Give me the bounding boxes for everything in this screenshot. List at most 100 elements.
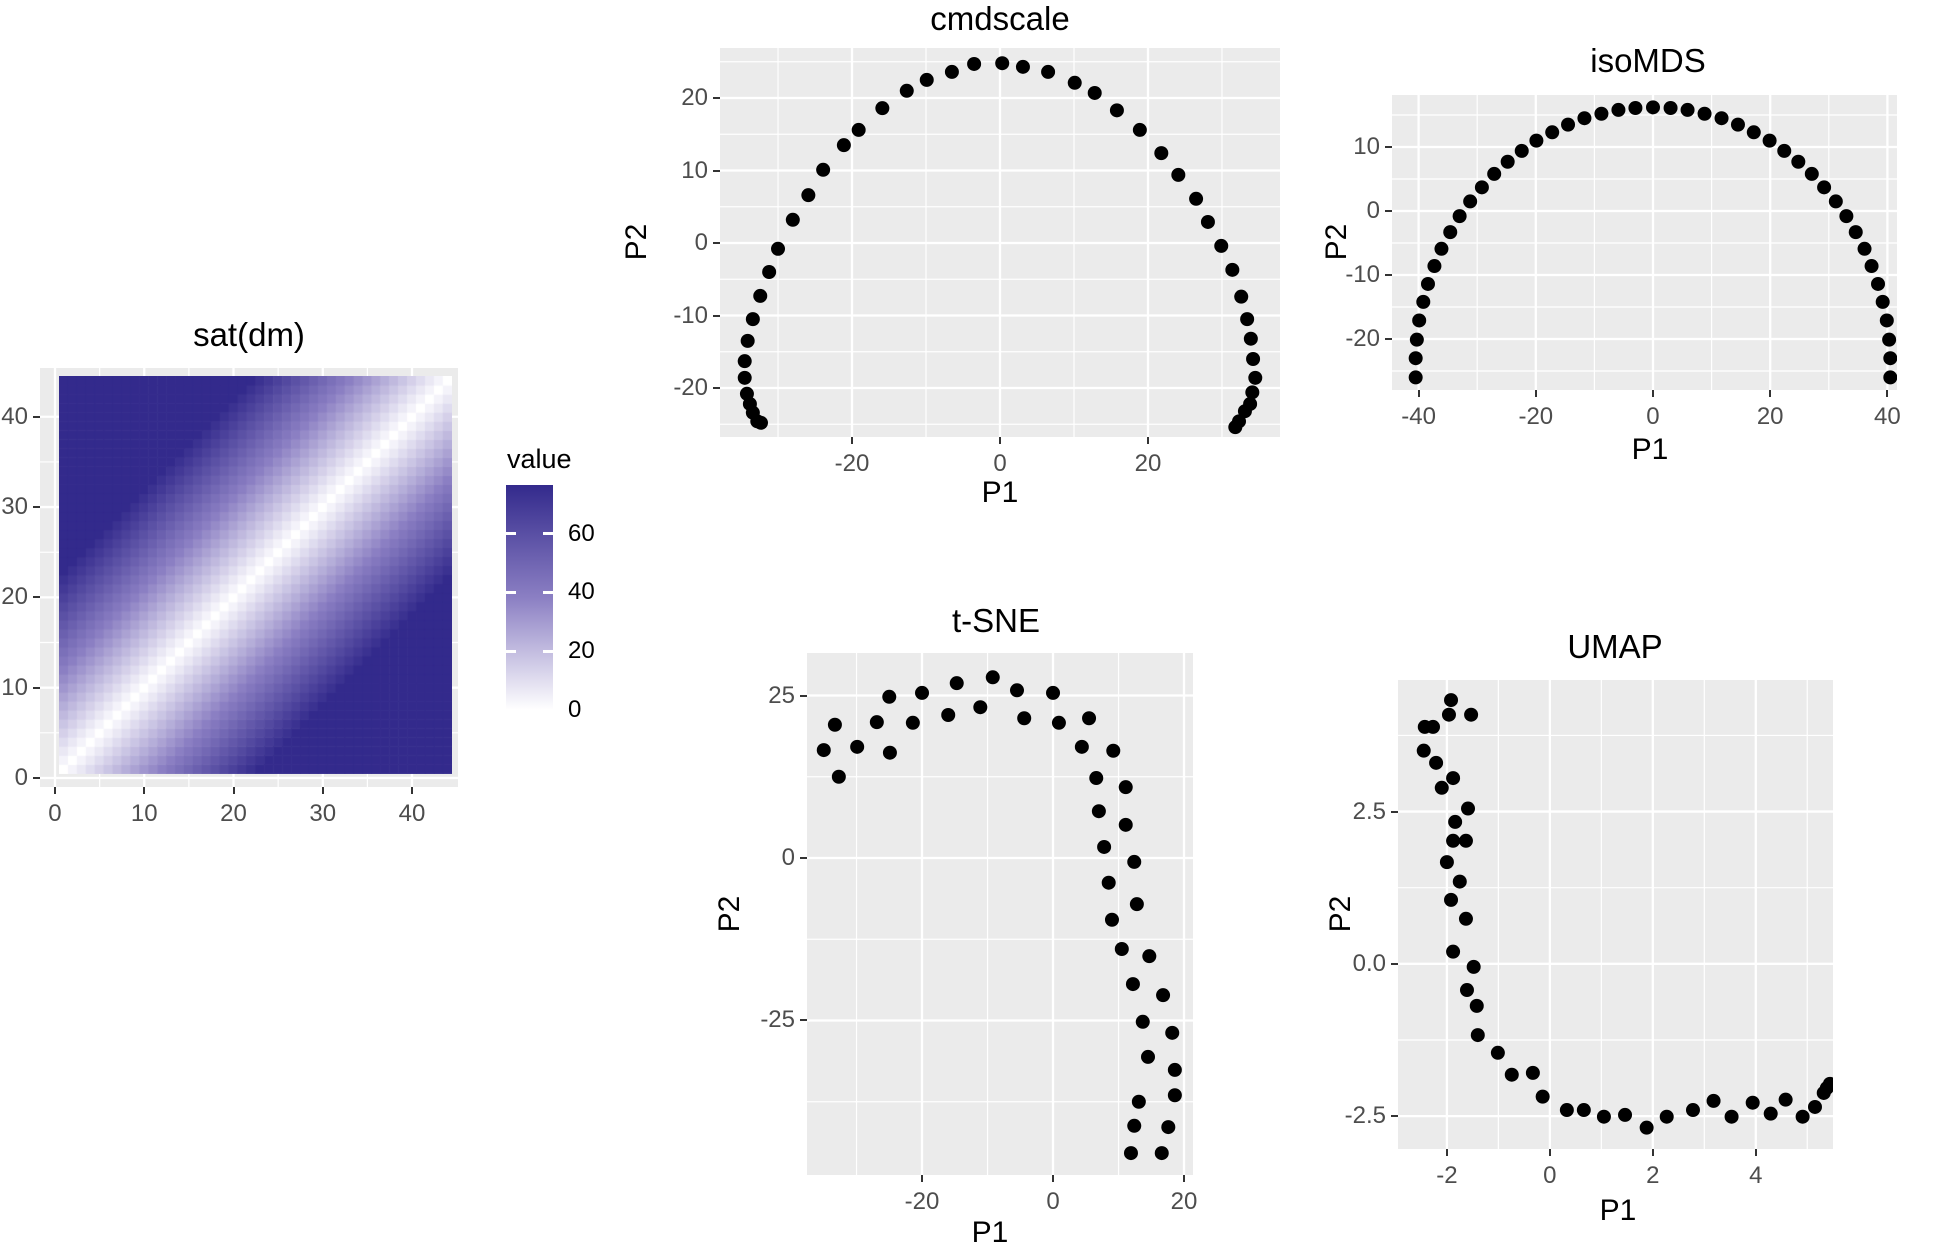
y-axis-tick <box>713 314 720 317</box>
data-point <box>1463 194 1478 209</box>
legend-tick <box>543 708 553 712</box>
legend-tick-label: 40 <box>568 578 595 606</box>
data-point <box>771 241 786 256</box>
data-point <box>785 212 800 227</box>
data-point <box>1470 1028 1485 1043</box>
data-point <box>1879 313 1894 328</box>
data-point <box>1883 370 1897 385</box>
y-axis-tick <box>1391 962 1398 965</box>
x-tick-label: 40 <box>1874 403 1901 430</box>
data-point <box>1762 133 1777 148</box>
data-point <box>1127 854 1142 869</box>
data-point <box>816 743 831 758</box>
x-tick-label: 40 <box>398 800 426 827</box>
y-axis-tick <box>33 776 40 779</box>
data-point <box>1408 351 1423 366</box>
data-point <box>1123 1146 1138 1161</box>
plot-title-satdm: sat(dm) <box>193 316 305 353</box>
data-point <box>1464 707 1479 722</box>
y-tick-label: 10 <box>1 673 28 701</box>
data-point <box>1857 241 1872 256</box>
data-point <box>967 56 982 71</box>
data-point <box>1804 166 1819 181</box>
x-tick-label: 30 <box>309 800 337 827</box>
plot-grid-tsne <box>807 653 1193 1175</box>
y-tick-label: 0 <box>14 763 28 791</box>
data-point <box>1763 1106 1778 1121</box>
x-axis-tick <box>321 787 324 794</box>
x-axis-title-cmdscale: P1 <box>981 476 1019 509</box>
data-point <box>1234 289 1249 304</box>
y-axis-tick <box>33 415 40 418</box>
data-point <box>1628 100 1643 115</box>
x-axis-tick <box>1052 1175 1055 1182</box>
data-point <box>1142 949 1157 964</box>
data-point <box>941 708 956 723</box>
y-axis-tick <box>713 169 720 172</box>
x-tick-label: -40 <box>1401 403 1436 430</box>
x-tick-label: 0 <box>1046 1188 1060 1215</box>
data-point <box>1412 313 1427 328</box>
y-tick-label: 40 <box>1 402 28 430</box>
y-tick-label: -20 <box>673 373 708 401</box>
data-point <box>1645 100 1660 115</box>
data-point <box>1545 125 1560 140</box>
data-point <box>1458 911 1473 926</box>
plot-grid-isomds <box>1392 95 1897 390</box>
data-point <box>1452 209 1467 224</box>
data-point <box>1822 1076 1833 1091</box>
data-point <box>1015 59 1030 74</box>
data-point <box>1135 1014 1150 1029</box>
data-point <box>1500 154 1515 169</box>
data-point <box>1777 143 1792 158</box>
x-axis-tick <box>411 787 414 794</box>
data-point <box>1082 711 1097 726</box>
y-tick-label: 20 <box>1 583 28 611</box>
data-point <box>1132 122 1147 137</box>
data-point <box>1125 977 1140 992</box>
x-tick-label: -20 <box>1518 403 1554 430</box>
data-point <box>1051 715 1066 730</box>
data-point <box>1448 814 1463 829</box>
data-point <box>1109 103 1124 118</box>
x-axis-tick <box>1445 1149 1448 1156</box>
x-tick-label: 0 <box>48 800 62 827</box>
x-axis-tick <box>1417 390 1420 397</box>
y-tick-label: -10 <box>673 301 708 329</box>
data-point <box>875 101 890 116</box>
legend-tick <box>506 649 516 653</box>
data-point <box>1561 117 1576 132</box>
data-point <box>1446 944 1461 959</box>
data-point <box>1089 771 1104 786</box>
data-point <box>1791 154 1806 169</box>
data-point <box>1165 1025 1180 1040</box>
x-axis-tick <box>1534 390 1537 397</box>
y-tick-label: 20 <box>681 84 708 112</box>
data-point <box>1074 739 1089 754</box>
data-point <box>1444 892 1459 907</box>
data-point <box>1154 146 1169 161</box>
data-point <box>1446 833 1461 848</box>
x-tick-label: 20 <box>220 800 247 827</box>
data-point <box>1559 1103 1574 1118</box>
data-point <box>1416 294 1431 309</box>
data-point <box>801 188 816 203</box>
data-point <box>915 685 930 700</box>
x-tick-label: -20 <box>834 450 870 477</box>
data-point <box>1434 241 1449 256</box>
data-point <box>1807 1099 1822 1114</box>
data-point <box>1131 1094 1146 1109</box>
data-point <box>1225 262 1240 277</box>
y-axis-tick <box>1385 146 1392 149</box>
data-point <box>1882 332 1897 347</box>
plot-panel-tsne <box>807 653 1193 1175</box>
x-tick-label: 10 <box>130 800 158 827</box>
legend-tick <box>506 532 516 536</box>
data-point <box>919 72 934 87</box>
data-point <box>745 312 760 327</box>
data-point <box>740 333 755 348</box>
y-axis-tick <box>713 242 720 244</box>
data-point <box>1487 166 1502 181</box>
data-point <box>1429 755 1444 770</box>
legend-tick <box>543 590 553 594</box>
